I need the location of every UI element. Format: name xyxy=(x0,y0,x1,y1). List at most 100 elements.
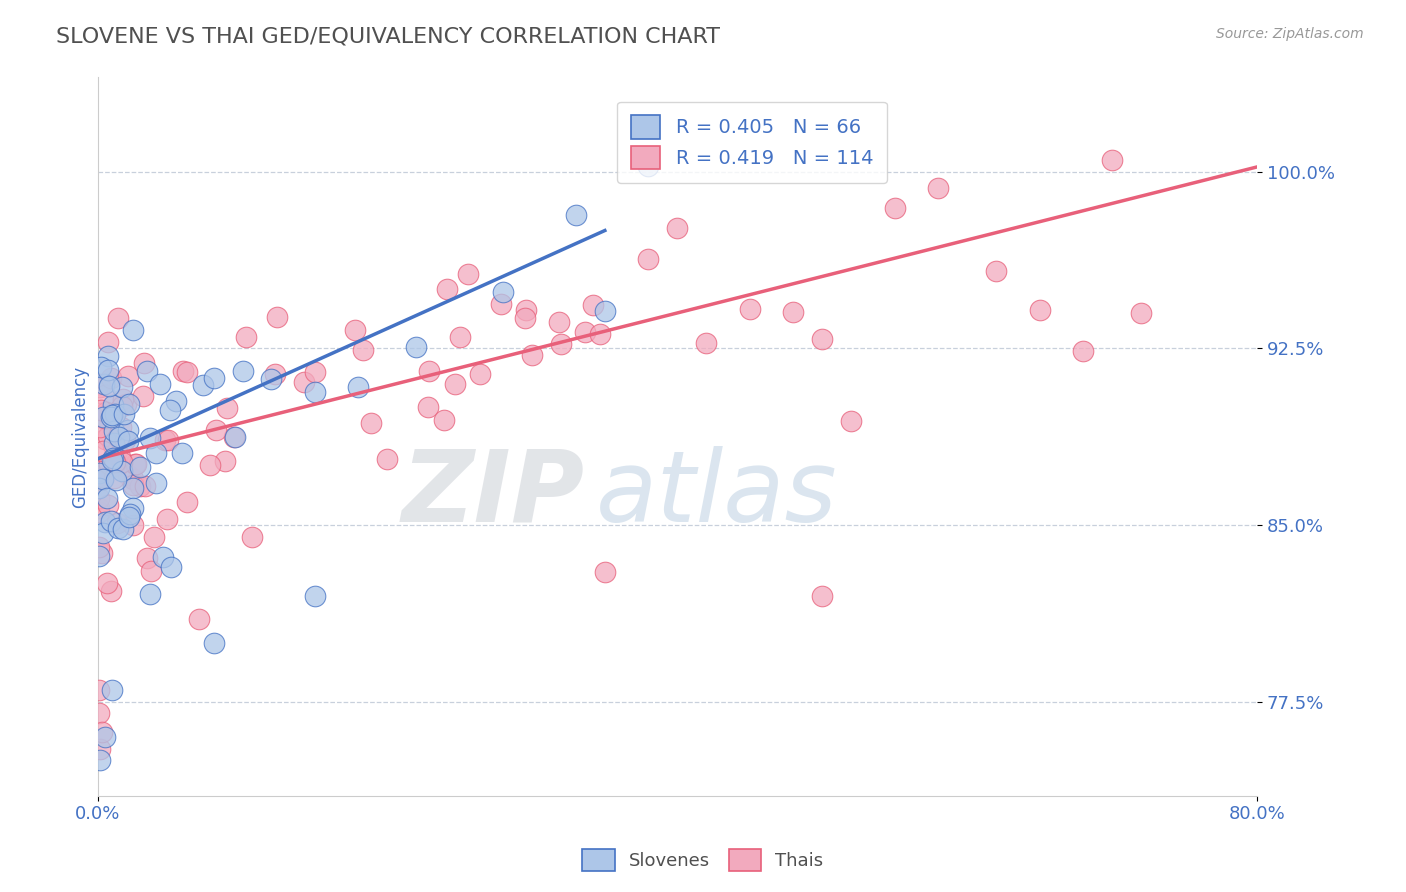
Text: atlas: atlas xyxy=(596,446,838,542)
Point xyxy=(87,501,110,516)
Point xyxy=(105,474,128,488)
Point xyxy=(125,457,148,471)
Point xyxy=(565,208,588,222)
Point xyxy=(266,310,288,325)
Point xyxy=(91,409,114,424)
Point xyxy=(157,433,180,447)
Point xyxy=(292,375,315,389)
Point xyxy=(103,459,125,474)
Point xyxy=(235,329,257,343)
Point xyxy=(98,379,121,393)
Point xyxy=(449,329,471,343)
Point xyxy=(117,468,139,483)
Point xyxy=(89,549,111,564)
Point xyxy=(103,436,125,450)
Point xyxy=(1101,153,1123,167)
Point xyxy=(96,575,118,590)
Point xyxy=(87,473,110,487)
Point xyxy=(117,424,139,438)
Point xyxy=(87,467,110,481)
Point xyxy=(202,635,225,649)
Point xyxy=(129,460,152,475)
Point xyxy=(231,364,253,378)
Point xyxy=(152,550,174,565)
Point xyxy=(89,754,111,768)
Point xyxy=(360,417,382,431)
Point xyxy=(522,348,544,362)
Point xyxy=(118,507,141,521)
Point xyxy=(117,509,139,524)
Point xyxy=(111,522,134,536)
Point xyxy=(132,388,155,402)
Point xyxy=(87,706,110,721)
Text: Source: ZipAtlas.com: Source: ZipAtlas.com xyxy=(1216,27,1364,41)
Point xyxy=(94,515,117,529)
Point xyxy=(87,482,110,496)
Point xyxy=(108,450,131,464)
Point xyxy=(103,424,125,438)
Point xyxy=(100,371,122,385)
Point xyxy=(839,414,862,428)
Point xyxy=(101,398,124,412)
Point xyxy=(108,430,131,444)
Point xyxy=(100,514,122,528)
Point xyxy=(343,323,366,337)
Point xyxy=(304,384,326,399)
Point xyxy=(515,311,537,326)
Point xyxy=(155,434,177,448)
Legend: Slovenes, Thais: Slovenes, Thais xyxy=(575,842,831,879)
Text: SLOVENE VS THAI GED/EQUIVALENCY CORRELATION CHART: SLOVENE VS THAI GED/EQUIVALENCY CORRELAT… xyxy=(56,27,720,46)
Point xyxy=(121,323,143,337)
Point xyxy=(101,450,124,465)
Point xyxy=(89,741,111,756)
Point xyxy=(87,468,110,483)
Point xyxy=(97,429,120,443)
Point xyxy=(122,481,145,495)
Point xyxy=(132,356,155,370)
Point xyxy=(172,363,194,377)
Point xyxy=(198,458,221,472)
Point xyxy=(91,472,114,486)
Point xyxy=(165,394,187,409)
Point xyxy=(94,730,117,744)
Point xyxy=(96,405,118,419)
Point xyxy=(139,431,162,445)
Point xyxy=(105,444,128,458)
Point xyxy=(111,399,134,413)
Point xyxy=(91,411,114,425)
Point xyxy=(90,360,112,375)
Point xyxy=(90,402,112,417)
Point xyxy=(139,564,162,578)
Point xyxy=(103,471,125,485)
Point xyxy=(214,454,236,468)
Point xyxy=(492,285,515,299)
Point xyxy=(101,682,124,697)
Point xyxy=(89,380,111,394)
Point xyxy=(104,455,127,469)
Point xyxy=(134,479,156,493)
Point xyxy=(97,363,120,377)
Point xyxy=(191,377,214,392)
Point xyxy=(204,423,226,437)
Point xyxy=(145,446,167,460)
Point xyxy=(593,565,616,579)
Point xyxy=(93,376,115,391)
Point xyxy=(188,612,211,626)
Point xyxy=(149,377,172,392)
Point xyxy=(347,380,370,394)
Point xyxy=(115,396,138,410)
Point xyxy=(121,472,143,486)
Point xyxy=(468,367,491,381)
Point xyxy=(217,401,239,415)
Point xyxy=(87,505,110,519)
Point xyxy=(405,340,427,354)
Point xyxy=(927,180,949,194)
Point xyxy=(107,310,129,325)
Point xyxy=(986,264,1008,278)
Point xyxy=(304,365,326,379)
Point xyxy=(97,349,120,363)
Point xyxy=(145,476,167,491)
Point xyxy=(128,479,150,493)
Point xyxy=(105,516,128,530)
Point xyxy=(122,501,145,516)
